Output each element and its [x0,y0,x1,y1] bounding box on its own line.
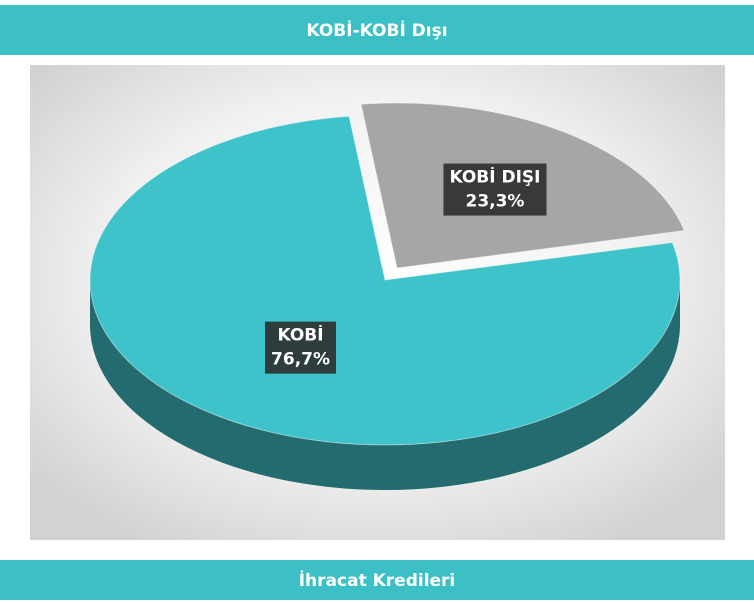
footer-title: İhracat Kredileri [299,569,456,591]
value-label: 76,7% [271,350,330,370]
data-label: KOBİ 76,7% [265,321,337,374]
slice [89,115,681,446]
slice-side [90,280,680,490]
header-bar [0,5,754,55]
footer-bar [0,560,754,600]
value-label: 23,3% [465,192,524,212]
label-box [265,321,337,374]
category-label: KOBİ DIŞI [449,166,540,188]
category-label: KOBİ [277,324,323,346]
chart-title: KOBİ-KOBİ Dışı [306,19,447,41]
pie: KOBİ 76,7% KOBİ DIŞI 23,3% [89,102,686,490]
label-box [443,163,547,216]
data-label: KOBİ DIŞI 23,3% [443,163,547,216]
